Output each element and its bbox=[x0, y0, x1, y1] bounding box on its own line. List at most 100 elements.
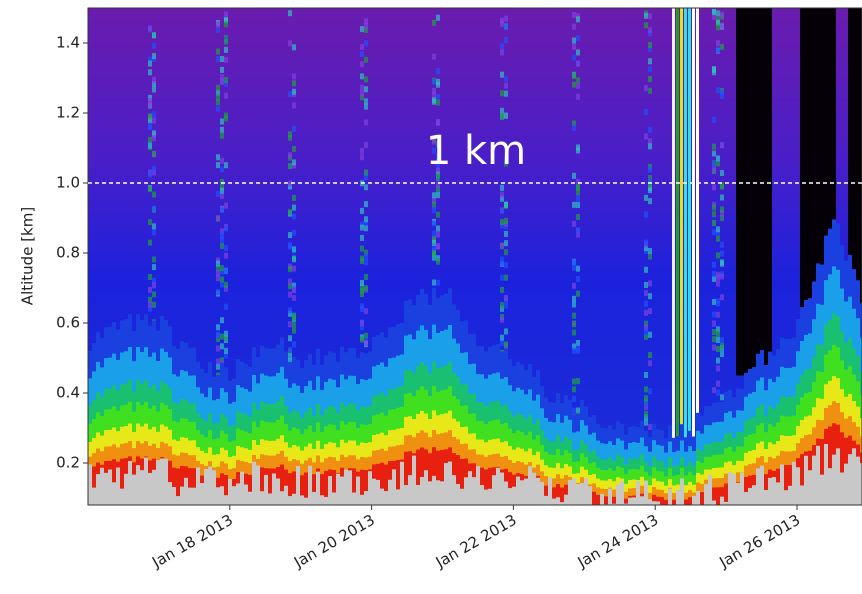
heat-cell bbox=[364, 225, 368, 231]
heat-cell bbox=[576, 83, 580, 89]
heat-cell bbox=[144, 457, 148, 505]
heat-cell bbox=[192, 488, 196, 505]
heat-cell bbox=[288, 321, 292, 327]
heat-cell bbox=[292, 126, 296, 132]
heat-cell bbox=[152, 223, 156, 229]
heat-cell bbox=[292, 214, 296, 220]
heat-cell bbox=[648, 143, 652, 149]
heat-cell bbox=[444, 463, 448, 505]
heat-cell bbox=[672, 500, 676, 505]
heat-cell bbox=[188, 488, 192, 505]
heat-cell bbox=[436, 212, 440, 218]
heat-cell bbox=[344, 470, 348, 505]
heat-cell bbox=[220, 486, 224, 505]
heat-cell bbox=[124, 474, 128, 505]
heat-cell bbox=[720, 242, 724, 248]
heat-cell bbox=[572, 221, 576, 227]
heat-cell bbox=[208, 466, 212, 505]
heat-cell bbox=[720, 394, 724, 400]
heat-cell bbox=[720, 170, 724, 176]
heat-cell bbox=[716, 87, 720, 93]
heat-cell bbox=[224, 47, 228, 53]
heat-cell bbox=[228, 479, 232, 505]
heat-cell bbox=[152, 32, 156, 38]
heat-cell bbox=[788, 486, 792, 505]
heat-cell bbox=[576, 202, 580, 208]
heat-cell bbox=[216, 49, 220, 55]
heat-cell bbox=[216, 364, 220, 370]
heat-cell bbox=[220, 343, 224, 349]
heat-cell bbox=[216, 324, 220, 330]
heat-cell bbox=[220, 166, 224, 172]
heat-cell bbox=[720, 44, 724, 50]
heat-cell bbox=[152, 87, 156, 93]
heat-cell bbox=[152, 151, 156, 157]
heat-cell bbox=[392, 469, 396, 505]
heat-cell bbox=[648, 138, 652, 144]
heat-cell bbox=[684, 499, 688, 505]
heat-cell bbox=[500, 192, 504, 198]
heat-cell bbox=[500, 340, 504, 346]
heat-cell bbox=[256, 465, 260, 505]
heat-cell bbox=[648, 167, 652, 173]
heat-cell bbox=[504, 76, 508, 82]
heat-cell bbox=[844, 464, 848, 505]
heat-cell bbox=[720, 342, 724, 348]
heat-cell bbox=[364, 274, 368, 280]
heat-cell bbox=[572, 379, 576, 385]
heat-cell bbox=[404, 485, 408, 505]
heat-cell bbox=[572, 283, 576, 289]
heat-cell bbox=[240, 472, 244, 505]
heat-cell bbox=[572, 24, 576, 30]
heat-cell bbox=[436, 231, 440, 237]
heat-cell bbox=[364, 216, 368, 222]
heat-cell bbox=[712, 161, 716, 167]
heat-cell bbox=[216, 358, 220, 364]
heat-cell bbox=[220, 237, 224, 243]
heat-cell bbox=[740, 8, 744, 376]
heat-cell bbox=[648, 187, 652, 193]
heat-cell bbox=[224, 57, 228, 63]
heat-cell bbox=[504, 262, 508, 268]
heat-cell bbox=[360, 61, 364, 67]
heat-cell bbox=[712, 117, 716, 123]
heat-cell bbox=[712, 299, 716, 305]
heat-cell bbox=[360, 495, 364, 505]
heat-cell bbox=[648, 127, 652, 133]
heat-cell bbox=[360, 73, 364, 79]
heat-cell bbox=[340, 477, 344, 505]
heat-cell bbox=[656, 501, 660, 505]
heat-cell bbox=[220, 188, 224, 194]
heat-cell bbox=[792, 462, 796, 505]
heat-cell bbox=[160, 458, 164, 505]
heat-cell bbox=[512, 487, 516, 505]
heat-cell bbox=[428, 481, 432, 505]
heat-cell bbox=[644, 195, 648, 201]
heat-cell bbox=[364, 259, 368, 265]
heat-cell bbox=[436, 15, 440, 21]
heat-cell bbox=[456, 484, 460, 505]
heat-cell bbox=[572, 313, 576, 319]
heat-cell bbox=[288, 163, 292, 169]
heat-cell bbox=[716, 236, 720, 242]
heat-cell bbox=[504, 275, 508, 281]
heat-cell bbox=[712, 69, 716, 75]
heat-cell bbox=[500, 302, 504, 308]
heat-cell bbox=[712, 211, 716, 217]
heat-cell bbox=[436, 280, 440, 286]
heat-cell bbox=[364, 285, 368, 291]
heat-cell bbox=[712, 336, 716, 342]
heat-cell bbox=[164, 459, 168, 505]
heat-cell bbox=[596, 495, 600, 505]
heat-cell bbox=[504, 37, 508, 43]
heat-cell bbox=[500, 208, 504, 214]
heat-cell bbox=[500, 243, 504, 249]
heat-cell bbox=[644, 133, 648, 139]
y-tick-label: 0.4 bbox=[56, 384, 80, 402]
heat-cell bbox=[716, 275, 720, 281]
heat-cell bbox=[148, 143, 152, 149]
heat-cell bbox=[608, 489, 612, 505]
heat-cell bbox=[532, 473, 536, 505]
heat-cell bbox=[716, 487, 720, 505]
heat-cell bbox=[212, 470, 216, 505]
